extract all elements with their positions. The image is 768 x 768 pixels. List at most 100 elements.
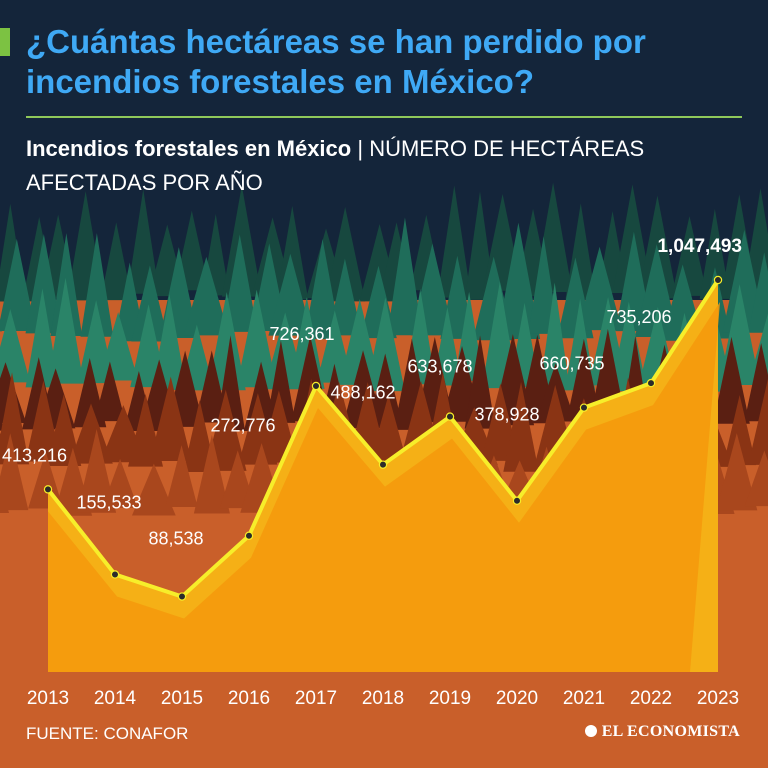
pine-tree — [637, 195, 678, 299]
pine-tree — [577, 246, 623, 331]
area-layer — [48, 280, 720, 672]
data-point-2015 — [177, 592, 187, 601]
data-label-2017: 726,361 — [269, 324, 334, 344]
x-tick-2015: 2015 — [161, 688, 203, 709]
page-title: ¿Cuántas hectáreas se han perdido por in… — [26, 23, 646, 100]
pine-tree — [566, 338, 602, 422]
pine-tree — [165, 445, 198, 508]
x-tick-2018: 2018 — [362, 688, 404, 709]
data-label-2019: 633,678 — [407, 357, 472, 377]
pine-tree — [634, 244, 679, 338]
x-tick-2019: 2019 — [429, 688, 471, 709]
brand-logo: EL ECONOMISTA — [584, 722, 740, 742]
pine-tree — [0, 309, 31, 383]
pine-tree — [437, 185, 472, 298]
data-point-2020 — [512, 496, 522, 505]
pine-tree — [236, 289, 277, 388]
pine-tree — [699, 208, 730, 299]
pine-tree — [102, 458, 139, 508]
subtitle-rest: NÚMERO DE HECTÁREAS AFECTADAS POR AÑO — [26, 136, 645, 195]
source-note: FUENTE: CONAFOR — [26, 724, 189, 743]
pine-tree — [744, 450, 768, 507]
pine-tree — [0, 372, 30, 465]
pine-tree — [612, 184, 653, 293]
data-label-layer: 413,216 155,533 88,538 272,776 726,361 488,16… — [2, 236, 742, 549]
pine-tree — [127, 189, 160, 294]
pine-tree — [503, 381, 539, 472]
subtitle-bold: Incendios forestales en México — [26, 136, 352, 161]
x-tick-2023: 2023 — [697, 688, 739, 709]
pine-tree — [387, 217, 423, 336]
pine-tree — [268, 253, 313, 336]
pine-tree — [496, 222, 541, 339]
pine-tree — [25, 233, 63, 334]
pine-tree — [316, 310, 353, 383]
data-label-2023: 1,047,493 — [657, 236, 742, 257]
x-tick-2017: 2017 — [295, 688, 337, 709]
pine-tree — [77, 429, 117, 513]
pine-tree — [325, 206, 366, 302]
data-point-2017 — [311, 381, 321, 391]
pine-tree — [131, 265, 169, 342]
pine-tree — [131, 463, 176, 516]
title-divider — [26, 116, 742, 118]
brand-icon — [584, 725, 597, 737]
pine-tree — [328, 258, 362, 336]
data-point-2021 — [579, 403, 589, 412]
brand-name: EL ECONOMISTA — [601, 723, 740, 740]
data-label-2013: 413,216 — [2, 445, 67, 465]
pine-tree — [98, 312, 139, 381]
pine-tree — [304, 238, 341, 340]
pine-tree — [222, 234, 258, 332]
subtitle-separator: | — [351, 136, 370, 161]
data-point-2019 — [445, 412, 455, 421]
title-accent-bar — [0, 28, 10, 56]
pine-tree — [365, 297, 405, 392]
pine-tree — [276, 205, 309, 300]
pine-tree — [0, 433, 29, 511]
pine-tree — [0, 238, 36, 331]
pine-tree — [28, 451, 64, 509]
pine-tree — [25, 380, 62, 462]
data-point-2023 — [713, 275, 723, 285]
x-axis: 2013 2014 2015 2016 2017 2018 2019 2020 2021 2022… — [27, 688, 739, 709]
pine-tree — [222, 185, 262, 297]
pine-tree — [94, 361, 126, 422]
pine-tree — [47, 277, 84, 384]
data-point-2014 — [110, 570, 120, 579]
data-point-2016 — [244, 531, 254, 540]
pine-tree — [100, 222, 133, 301]
x-tick-2016: 2016 — [228, 688, 270, 709]
data-label-2015: 88,538 — [148, 529, 203, 549]
line-layer — [43, 275, 723, 601]
data-label-2014: 155,533 — [76, 492, 141, 512]
pine-tree — [80, 233, 114, 337]
pine-tree — [748, 378, 768, 465]
pine-tree — [25, 288, 60, 388]
x-tick-2020: 2020 — [496, 688, 538, 709]
pine-tree — [207, 292, 246, 391]
area-fill-inner — [48, 302, 720, 672]
pine-tree — [69, 403, 113, 464]
x-tick-2021: 2021 — [563, 688, 605, 709]
pine-tree — [723, 395, 757, 466]
data-point-2013 — [43, 485, 53, 494]
x-tick-2022: 2022 — [630, 688, 672, 709]
pine-tree — [339, 299, 381, 385]
pine-tree — [46, 394, 82, 466]
pine-tree — [464, 335, 496, 429]
pine-tree — [183, 256, 230, 336]
pine-tree — [149, 376, 192, 462]
pine-tree — [744, 343, 768, 422]
x-tick-2014: 2014 — [94, 688, 137, 709]
data-label-2022: 735,206 — [606, 307, 671, 327]
pine-tree — [369, 395, 407, 462]
pine-tree — [368, 353, 403, 424]
data-label-2016: 272,776 — [210, 416, 275, 436]
pine-tree — [748, 252, 768, 331]
pine-tree — [539, 282, 570, 391]
data-label-2018: 488,162 — [330, 383, 395, 403]
data-point-2018 — [378, 460, 388, 469]
